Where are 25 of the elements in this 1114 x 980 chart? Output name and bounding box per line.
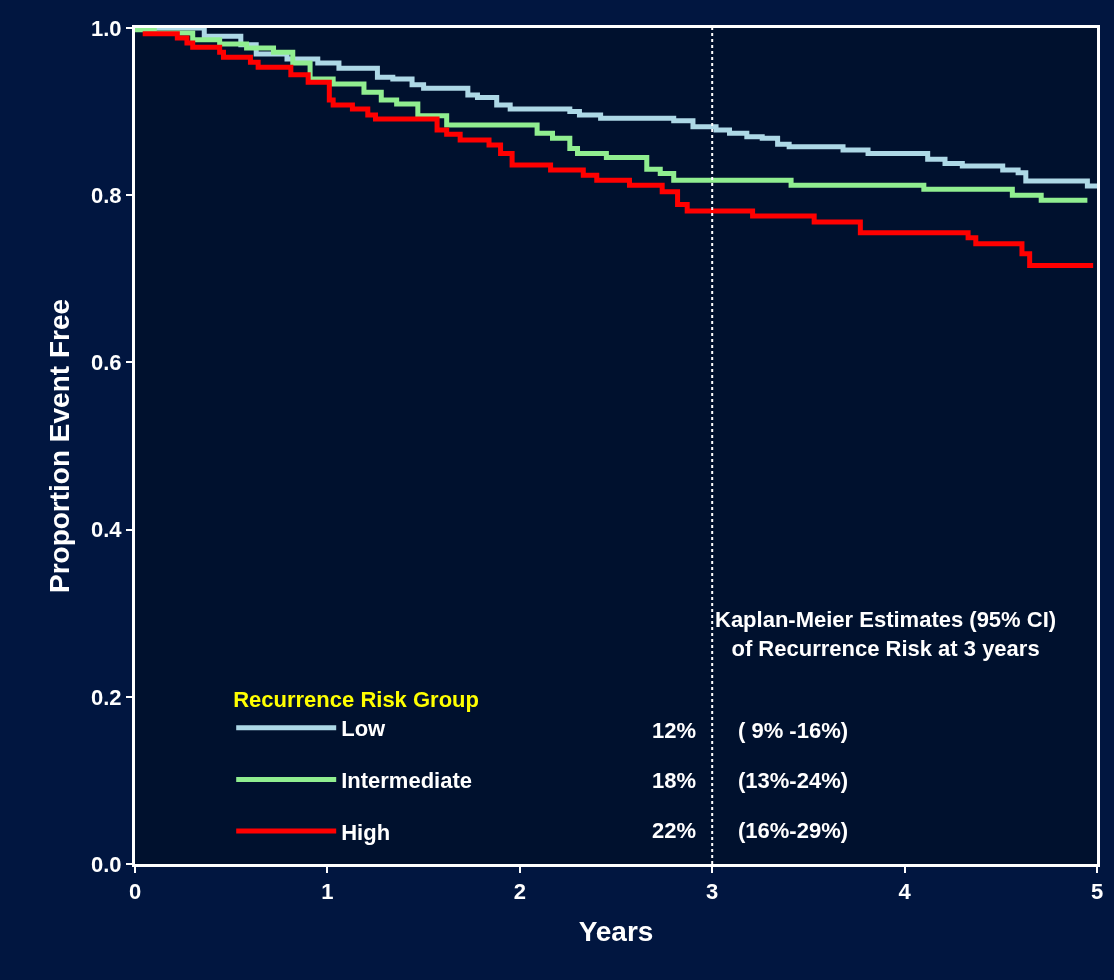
annotation: ( 9% -16%): [738, 718, 849, 743]
legend-label: Low: [341, 716, 387, 742]
annotation: (13%-24%): [738, 768, 849, 793]
y-tick-label: 0.0: [91, 851, 122, 877]
y-tick-label: 0.6: [91, 350, 122, 376]
y-axis-title: Proportion Event Free: [43, 298, 75, 594]
x-tick-label: 4: [898, 879, 912, 905]
x-tick-label: 3: [706, 879, 719, 905]
y-tick-label: 0.4: [91, 517, 123, 543]
x-tick-label: 1: [321, 879, 334, 905]
x-tick-label: 5: [1090, 879, 1104, 905]
x-tick-label: 2: [513, 879, 526, 905]
x-axis-title: Years: [578, 915, 654, 947]
annotation: 18%: [652, 768, 697, 793]
annotation: (16%-29%): [738, 818, 849, 843]
annotation: Kaplan-Meier Estimates (95% CI) of Recurrence Risk at 3 years: [715, 607, 1057, 661]
legend-label: Intermediate: [341, 767, 473, 793]
annotation: 12%: [652, 718, 697, 743]
y-tick-label: 0.2: [91, 684, 122, 710]
legend-title: Recurrence Risk Group: [233, 687, 479, 713]
legend-label: High: [341, 819, 391, 845]
annotation: 22%: [652, 818, 697, 843]
x-tick-label: 0: [128, 879, 142, 905]
y-tick-label: 0.8: [91, 182, 122, 208]
y-tick-label: 1.0: [91, 15, 122, 41]
